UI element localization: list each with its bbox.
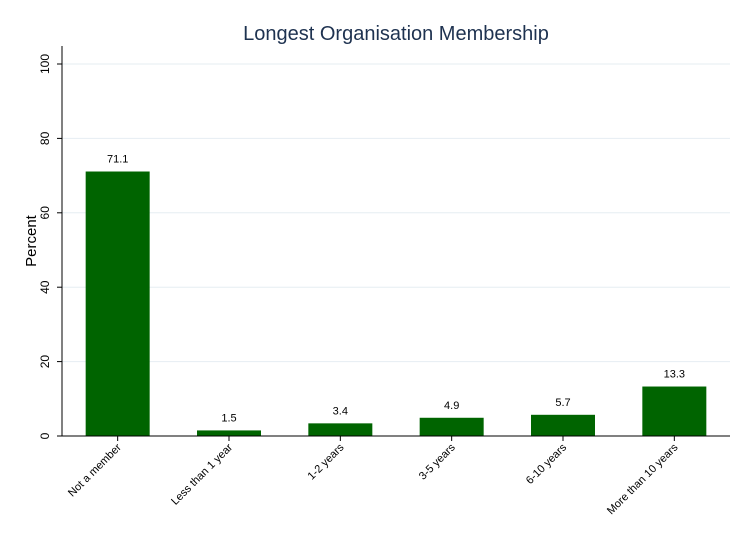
bar [531, 414, 595, 436]
bar-value-label: 5.7 [555, 397, 570, 409]
bar [85, 171, 150, 436]
y-tick-label: 80 [38, 131, 52, 145]
x-tick-label: 6-10 years [524, 441, 570, 487]
bar [308, 423, 373, 436]
x-tick-label: Less than 1 year [169, 441, 235, 507]
bars [85, 171, 707, 436]
grid-lines [62, 63, 730, 363]
y-tick-label: 40 [38, 280, 52, 294]
y-tick-label: 20 [38, 355, 52, 369]
bar [197, 430, 261, 436]
bar-value-label: 3.4 [333, 405, 348, 417]
y-axis-label: Percent [23, 214, 40, 267]
bar [419, 417, 484, 436]
chart-title: Longest Organisation Membership [243, 23, 549, 45]
y-tick-label: 60 [38, 206, 52, 220]
x-tick-label: Not a member [66, 441, 124, 499]
bar-value-label: 71.1 [107, 154, 128, 166]
bar-value-label: 4.9 [444, 400, 459, 412]
x-tick-label: More than 10 years [605, 441, 681, 517]
y-tick-label: 100 [38, 54, 52, 74]
y-tick-label: 0 [38, 432, 52, 439]
bar-value-label: 13.3 [664, 369, 685, 381]
bar [642, 386, 707, 436]
x-tick-label: 3-5 years [417, 441, 458, 482]
axes [57, 46, 730, 441]
x-tick-label: 1-2 years [306, 441, 347, 482]
bar-value-label: 1.5 [221, 412, 236, 424]
